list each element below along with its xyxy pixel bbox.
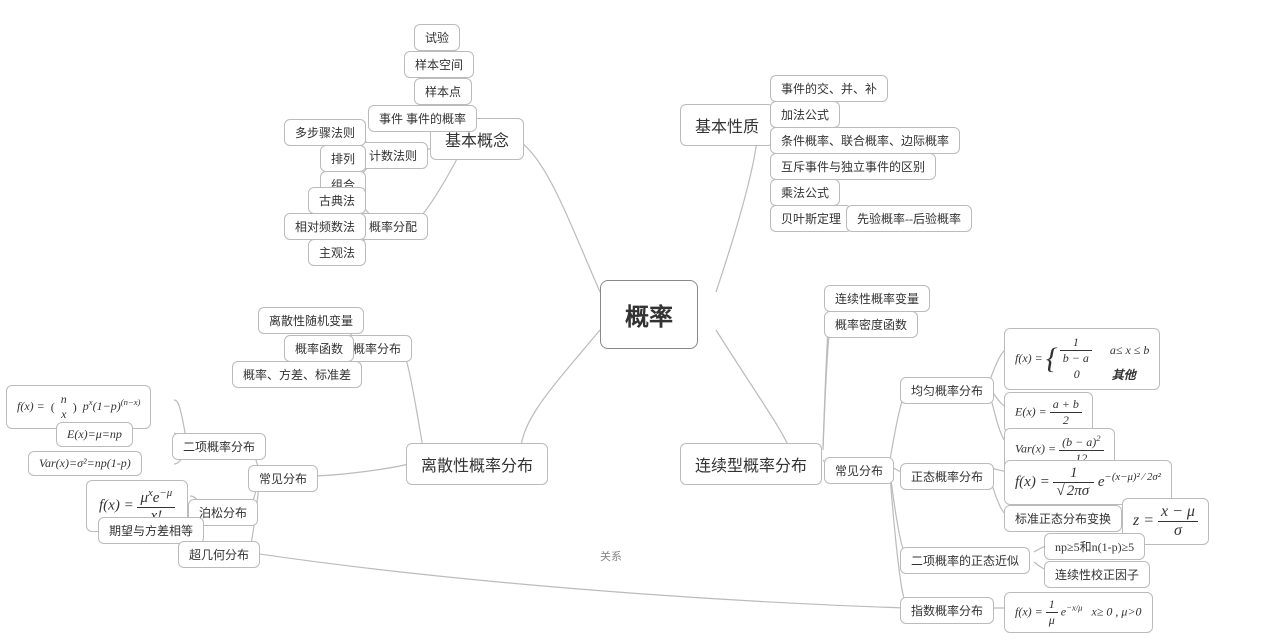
node-binom[interactable]: 二项概率分布 — [172, 433, 266, 460]
node-cont-rv[interactable]: 连续性概率变量 — [824, 285, 930, 312]
node-classical[interactable]: 古典法 — [308, 187, 366, 214]
node-binapprox-cond: np≥5和n(1-p)≥5 — [1044, 533, 1145, 560]
node-binom-var: Var(x)=σ²=np(1-p) — [28, 451, 142, 476]
node-assign[interactable]: 概率分配 — [358, 213, 428, 240]
node-std-normal[interactable]: 标准正态分布变换 — [1004, 505, 1122, 532]
node-exp[interactable]: 指数概率分布 — [900, 597, 994, 624]
node-cond[interactable]: 条件概率、联合概率、边际概率 — [770, 127, 960, 154]
branch-basic-prop[interactable]: 基本性质 — [680, 104, 774, 146]
node-discrete-stats[interactable]: 概率、方差、标准差 — [232, 361, 362, 388]
node-event[interactable]: 事件 事件的概率 — [368, 105, 477, 132]
node-subjective[interactable]: 主观法 — [308, 239, 366, 266]
node-cont-common[interactable]: 常见分布 — [824, 457, 894, 484]
node-pmf[interactable]: 概率函数 — [284, 335, 354, 362]
node-mult[interactable]: 乘法公式 — [770, 179, 840, 206]
node-uniform[interactable]: 均匀概率分布 — [900, 377, 994, 404]
node-setops[interactable]: 事件的交、并、补 — [770, 75, 888, 102]
node-normal[interactable]: 正态概率分布 — [900, 463, 994, 490]
node-sample-point[interactable]: 样本点 — [414, 78, 472, 105]
root-node[interactable]: 概率 — [600, 280, 698, 349]
node-binapprox[interactable]: 二项概率的正态近似 — [900, 547, 1030, 574]
node-bayes-sub[interactable]: 先验概率--后验概率 — [846, 205, 972, 232]
node-pdf[interactable]: 概率密度函数 — [824, 311, 918, 338]
node-discrete-common[interactable]: 常见分布 — [248, 465, 318, 492]
node-bayes[interactable]: 贝叶斯定理 — [770, 205, 852, 232]
branch-discrete[interactable]: 离散性概率分布 — [406, 443, 548, 485]
relation-label: 关系 — [600, 548, 622, 564]
node-poisson-note: 期望与方差相等 — [98, 517, 204, 544]
node-add[interactable]: 加法公式 — [770, 101, 840, 128]
node-hyper[interactable]: 超几何分布 — [178, 541, 260, 568]
node-binapprox-cc: 连续性校正因子 — [1044, 561, 1150, 588]
node-sample-space[interactable]: 样本空间 — [404, 51, 474, 78]
node-exp-pdf: f(x) = 1μ e−x/μ x≥ 0 , μ>0 — [1004, 592, 1153, 633]
node-counting[interactable]: 计数法则 — [358, 142, 428, 169]
node-permutation[interactable]: 排列 — [320, 145, 366, 172]
node-mutex[interactable]: 互斥事件与独立事件的区别 — [770, 153, 936, 180]
node-uniform-pdf: f(x) = { 1b − aa≤ x ≤ b 0其他 — [1004, 328, 1160, 390]
node-multistep[interactable]: 多步骤法则 — [284, 119, 366, 146]
node-uniform-mean: E(x) = a + b2 — [1004, 392, 1093, 433]
node-trial[interactable]: 试验 — [414, 24, 460, 51]
branch-continuous[interactable]: 连续型概率分布 — [680, 443, 822, 485]
node-relfreq[interactable]: 相对频数法 — [284, 213, 366, 240]
node-discrete-rv[interactable]: 离散性随机变量 — [258, 307, 364, 334]
node-binom-mean: E(x)=μ=np — [56, 422, 133, 447]
